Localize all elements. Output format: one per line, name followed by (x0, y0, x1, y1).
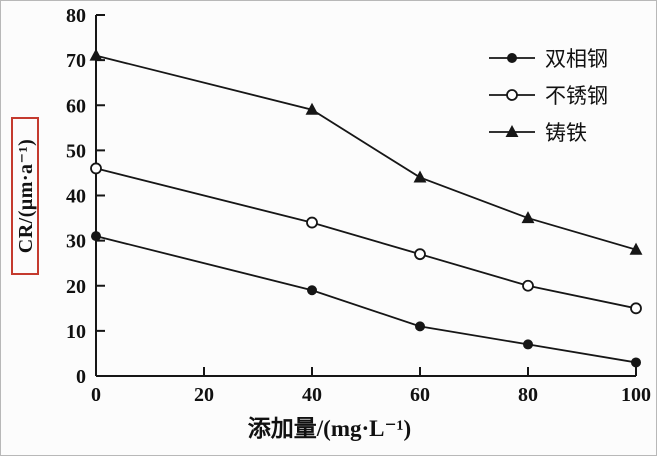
x-tick-label: 0 (91, 384, 101, 406)
legend-label: 铸铁 (545, 122, 587, 145)
y-tick-label: 20 (66, 276, 86, 298)
y-tick-label: 80 (66, 5, 86, 27)
x-tick-label: 100 (621, 384, 651, 406)
filled-circle-marker (631, 357, 641, 368)
legend-item: 双相钢 (489, 48, 608, 71)
triangle-marker (505, 125, 519, 138)
x-tick-label: 80 (518, 384, 538, 406)
filled-circle-marker (91, 231, 101, 242)
open-circle-marker (306, 216, 318, 229)
open-circle-marker (506, 89, 518, 101)
x-tick-label: 60 (410, 384, 430, 406)
open-circle-marker (522, 279, 534, 292)
series-line (95, 167, 637, 310)
series-line (95, 235, 637, 364)
y-tick-label: 10 (66, 321, 86, 343)
legend-label: 双相钢 (545, 48, 608, 71)
triangle-marker (305, 102, 319, 115)
open-circle-marker (414, 248, 426, 261)
legend-item: 铸铁 (489, 122, 587, 145)
y-tick-label: 50 (66, 140, 86, 162)
y-tick-label: 70 (66, 50, 86, 72)
series-1 (90, 162, 642, 315)
triangle-marker (629, 242, 643, 255)
x-axis-title: 添加量/(mg·L⁻¹) (247, 416, 412, 441)
filled-circle-marker (507, 53, 517, 63)
legend-item: 不锈钢 (489, 85, 608, 108)
y-tick-label: 60 (66, 95, 86, 117)
y-tick-label: 0 (76, 366, 86, 388)
y-tick-label: 40 (66, 186, 86, 208)
triangle-marker (89, 48, 103, 61)
series-2 (89, 48, 643, 255)
series-0 (91, 231, 641, 368)
triangle-marker (521, 211, 535, 224)
filled-circle-marker (415, 321, 425, 332)
y-tick-label: 30 (66, 231, 86, 253)
x-tick-label: 40 (302, 384, 322, 406)
open-circle-marker (630, 302, 642, 315)
filled-circle-marker (307, 285, 317, 296)
triangle-marker (413, 170, 427, 183)
filled-circle-marker (523, 339, 533, 350)
open-circle-marker (90, 162, 102, 175)
legend-label: 不锈钢 (545, 85, 608, 108)
y-axis-title: CR/(μm·a⁻¹) (11, 117, 39, 275)
x-tick-label: 20 (194, 384, 214, 406)
